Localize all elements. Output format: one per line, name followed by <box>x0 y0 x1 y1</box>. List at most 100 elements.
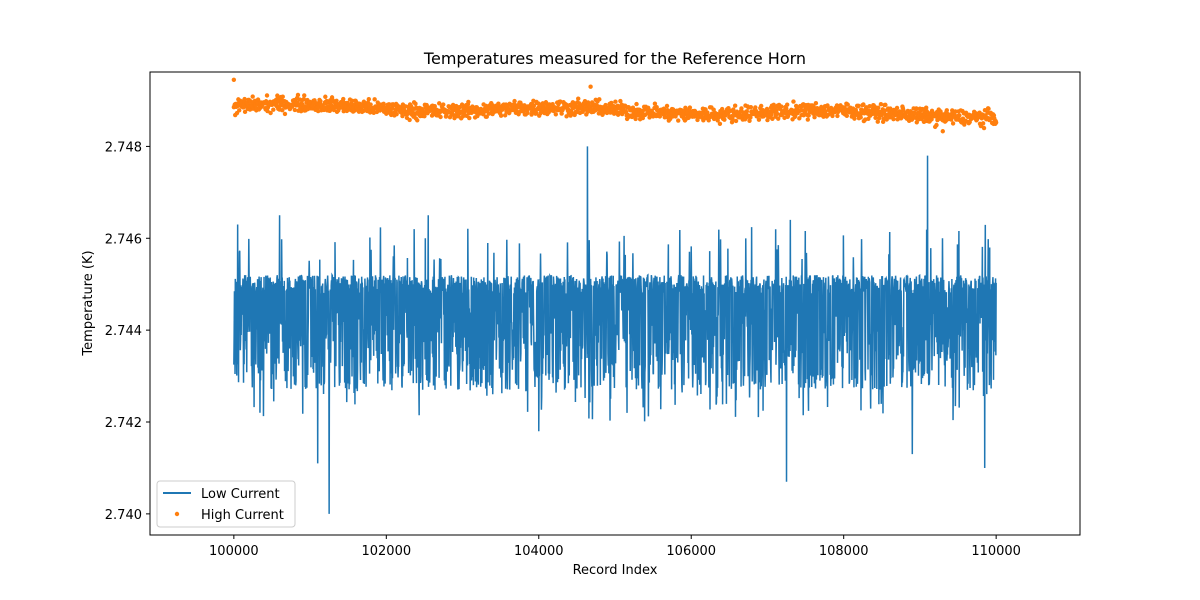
scatter-point <box>950 121 956 126</box>
scatter-point <box>776 116 781 121</box>
scatter-point <box>812 115 817 120</box>
y-tick-label: 2.742 <box>105 416 142 431</box>
scatter-point <box>441 102 446 107</box>
scatter-point <box>302 93 307 98</box>
scatter-point <box>835 113 840 119</box>
legend-marker-high-current <box>174 511 180 517</box>
scatter-point <box>350 98 355 103</box>
legend-label-high-current: High Current <box>201 508 284 523</box>
scatter-point <box>496 101 501 106</box>
series-layer <box>231 77 999 514</box>
scatter-point <box>553 112 559 117</box>
scatter-point <box>774 111 780 116</box>
y-tick-label: 2.744 <box>105 324 142 339</box>
scatter-point <box>242 109 248 115</box>
scatter-point <box>634 101 639 107</box>
x-axis: 100000 102000 104000 106000 108000 110000 <box>209 535 1021 559</box>
scatter-point <box>366 96 372 102</box>
scatter-point <box>295 92 301 98</box>
scatter-point <box>512 98 517 104</box>
scatter-point <box>467 115 472 121</box>
scatter-point <box>845 102 850 107</box>
scatter-point <box>242 96 247 102</box>
scatter-point <box>806 113 811 118</box>
scatter-point <box>748 115 753 120</box>
scatter-point <box>791 99 796 104</box>
scatter-point <box>525 110 530 116</box>
y-tick-label: 2.748 <box>105 140 142 155</box>
scatter-point <box>432 103 437 109</box>
scatter-point <box>569 110 574 116</box>
scatter-point <box>341 96 346 102</box>
scatter-point <box>618 98 623 104</box>
scatter-point <box>484 114 489 119</box>
scatter-point <box>882 108 888 113</box>
scatter-point <box>883 102 888 108</box>
scatter-point <box>630 105 636 110</box>
scatter-point <box>633 116 638 122</box>
scatter-point <box>438 114 443 120</box>
scatter-point <box>830 113 835 119</box>
scatter-point <box>265 108 270 114</box>
series-line-low-current <box>233 146 997 514</box>
scatter-point <box>613 99 618 104</box>
scatter-point <box>466 99 471 105</box>
scatter-point <box>878 101 884 107</box>
y-tick-label: 2.746 <box>105 232 142 247</box>
scatter-point <box>318 98 323 104</box>
x-tick-label: 106000 <box>666 544 716 559</box>
x-tick-label: 104000 <box>514 544 564 559</box>
scatter-point <box>372 97 377 102</box>
scatter-point <box>533 110 539 116</box>
legend-box <box>156 480 296 528</box>
scatter-point <box>652 101 658 106</box>
scatter-point <box>564 114 569 119</box>
scatter-point <box>662 115 667 120</box>
scatter-point <box>744 109 750 114</box>
chart-title: Temperatures measured for the Reference … <box>423 49 806 68</box>
scatter-point <box>719 106 725 112</box>
scatter-point <box>770 116 775 122</box>
scatter-point <box>576 96 581 101</box>
scatter-point <box>730 116 735 122</box>
x-axis-title: Record Index <box>573 563 658 578</box>
scatter-point <box>597 97 602 102</box>
scatter-point <box>940 129 945 134</box>
scatter-point <box>609 100 614 106</box>
legend: Low Current High Current <box>156 480 296 528</box>
scatter-point <box>687 105 693 110</box>
scatter-point <box>531 103 537 108</box>
scatter-point <box>400 113 405 119</box>
scatter-point <box>867 104 872 109</box>
scatter-point <box>415 118 420 123</box>
scatter-point <box>422 113 427 119</box>
scatter-point <box>498 113 504 118</box>
scatter-point <box>914 106 919 111</box>
scatter-point <box>765 117 770 123</box>
scatter-point <box>756 117 762 122</box>
scatter-point <box>292 107 298 113</box>
scatter-point <box>852 116 857 121</box>
scatter-point <box>268 110 273 116</box>
y-axis-title: Temperature (K) <box>81 250 96 356</box>
x-tick-label: 102000 <box>361 544 411 559</box>
scatter-point <box>705 110 710 115</box>
scatter-point <box>715 118 720 123</box>
scatter-point <box>301 96 306 102</box>
scatter-point <box>753 105 758 110</box>
legend-label-low-current: Low Current <box>201 487 280 502</box>
scatter-point <box>676 118 681 123</box>
scatter-point <box>664 103 670 109</box>
scatter-point <box>264 93 270 98</box>
scatter-point <box>986 106 991 112</box>
scatter-point <box>250 94 255 99</box>
scatter-point <box>856 103 861 109</box>
scatter-point <box>993 120 999 125</box>
scatter-point <box>255 97 261 102</box>
scatter-point <box>394 111 399 117</box>
scatter-point <box>924 105 929 110</box>
scatter-point <box>739 106 744 111</box>
scatter-point <box>953 109 958 114</box>
scatter-point <box>758 103 764 109</box>
